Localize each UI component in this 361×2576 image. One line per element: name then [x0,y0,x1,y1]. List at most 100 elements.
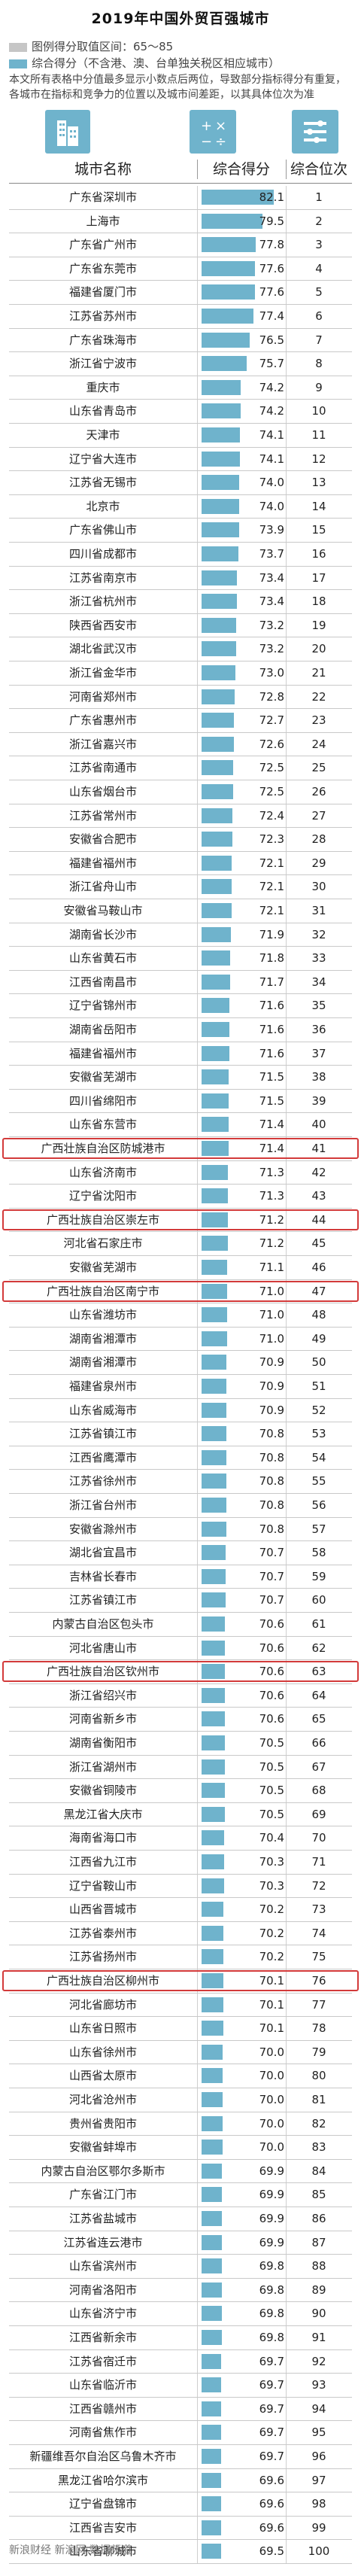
score-bar [202,260,255,276]
score-value: 69.6 [259,2497,284,2511]
rank-value: 32 [311,927,326,941]
city-label: 山东省济南市 [68,1165,137,1179]
score-value: 69.8 [259,2283,284,2297]
score-value: 74.1 [259,452,284,466]
city-label: 河北省唐山市 [68,1641,137,1655]
score-value: 73.2 [259,642,284,656]
city-label: 湖北省宜昌市 [68,1546,137,1560]
score-value: 70.8 [259,1498,284,1512]
rank-value: 31 [311,904,326,917]
score-value: 70.0 [259,2069,284,2083]
score-value: 70.0 [259,2045,284,2059]
city-label: 江苏省南京市 [68,570,137,585]
row-divider [9,2206,352,2207]
city-label: 安徽省铜陵市 [68,1784,137,1798]
score-value: 70.5 [259,1759,284,1774]
score-bar [202,2520,221,2535]
rank-value: 74 [311,1926,326,1940]
row-divider [9,993,352,995]
row-divider [9,2468,352,2469]
building-icon [45,110,90,154]
score-value: 70.6 [259,1641,284,1655]
score-value: 69.9 [259,2188,284,2202]
score-value: 70.2 [259,1950,284,1964]
city-label: 山东省烟台市 [68,785,137,798]
score-value: 73.2 [259,618,284,632]
ranking-icon [292,110,338,154]
city-label: 河南省焦作市 [68,2425,137,2440]
row-divider [9,874,352,876]
score-bar [202,665,235,680]
city-label: 山西省太原市 [68,2069,137,2083]
row-divider [9,1612,352,1613]
score-value: 73.7 [259,547,284,561]
city-label: 新疆维吾尔自治区乌鲁木齐市 [29,2450,177,2463]
calculator-icon: + × − ÷ [190,110,236,154]
row-divider [9,1088,352,1090]
city-label: 四川省绵阳市 [68,1093,137,1108]
city-label: 广东省东莞市 [68,261,137,275]
rank-value: 37 [311,1046,326,1060]
city-label: 陕西省西安市 [68,618,137,632]
city-label: 辽宁省鞍山市 [68,1878,137,1893]
rank-value: 54 [311,1450,326,1464]
rank-value: 96 [311,2450,326,2463]
score-value: 70.0 [259,2116,284,2130]
score-value: 71.2 [259,1212,284,1227]
rank-value: 17 [311,570,326,585]
score-value: 73.4 [259,570,284,585]
score-value: 70.0 [259,2093,284,2106]
rank-value: 87 [311,2235,326,2249]
score-bar [202,213,263,229]
city-label: 河南省郑州市 [68,689,137,704]
city-label: 湖南省湘潭市 [68,1331,137,1346]
score-value: 72.5 [259,785,284,798]
score-bar [202,950,231,966]
city-label: 安徽省滁州市 [68,1522,137,1536]
score-value: 69.5 [259,2544,284,2559]
rank-value: 33 [311,951,326,966]
score-value: 70.1 [259,1974,284,1988]
score-bar [202,1164,229,1180]
row-divider [9,1778,352,1780]
row-divider [9,1255,352,1256]
city-label: 山东省青岛市 [68,404,137,418]
score-bar [202,2377,222,2393]
rank-value: 76 [311,1974,326,1988]
score-value: 70.7 [259,1569,284,1583]
rank-value: 20 [311,642,326,656]
rank-value: 16 [311,547,326,561]
rank-value: 68 [311,1784,326,1798]
score-value: 71.4 [259,1118,284,1132]
score-bar [202,1545,226,1561]
city-label: 贵州省贵阳市 [68,2116,137,2130]
rank-value: 52 [311,1403,326,1417]
score-value: 70.7 [259,1593,284,1607]
rank-value: 79 [311,2045,326,2059]
city-label: 江苏省苏州市 [68,309,137,323]
rank-value: 34 [311,975,326,989]
score-value: 74.2 [259,404,284,418]
city-label: 广西壮族自治区柳州市 [46,1974,159,1988]
city-label: 江西省新余市 [68,2331,137,2344]
score-bar [202,594,237,610]
city-label: 安徽省蚌埠市 [68,2140,137,2155]
row-divider [9,1540,352,1542]
score-bar [202,1735,225,1750]
chart-title: 2019年中国外贸百强城市 [91,11,270,27]
score-value: 72.1 [259,880,284,894]
score-value: 73.0 [259,666,284,680]
score-value: 71.4 [259,1142,284,1155]
score-value: 71.5 [259,1070,284,1084]
score-value: 74.1 [259,428,284,442]
score-value: 70.7 [259,1546,284,1560]
highlight-box [2,1209,359,1230]
city-label: 安徽省马鞍山市 [63,904,143,917]
row-divider [9,518,352,519]
row-divider [9,1397,352,1399]
rank-value: 99 [311,2520,326,2535]
city-label: 广西壮族自治区钦州市 [46,1665,159,1679]
rank-value: 26 [311,785,326,798]
score-value: 71.1 [259,1261,284,1274]
rank-value: 98 [311,2497,326,2511]
